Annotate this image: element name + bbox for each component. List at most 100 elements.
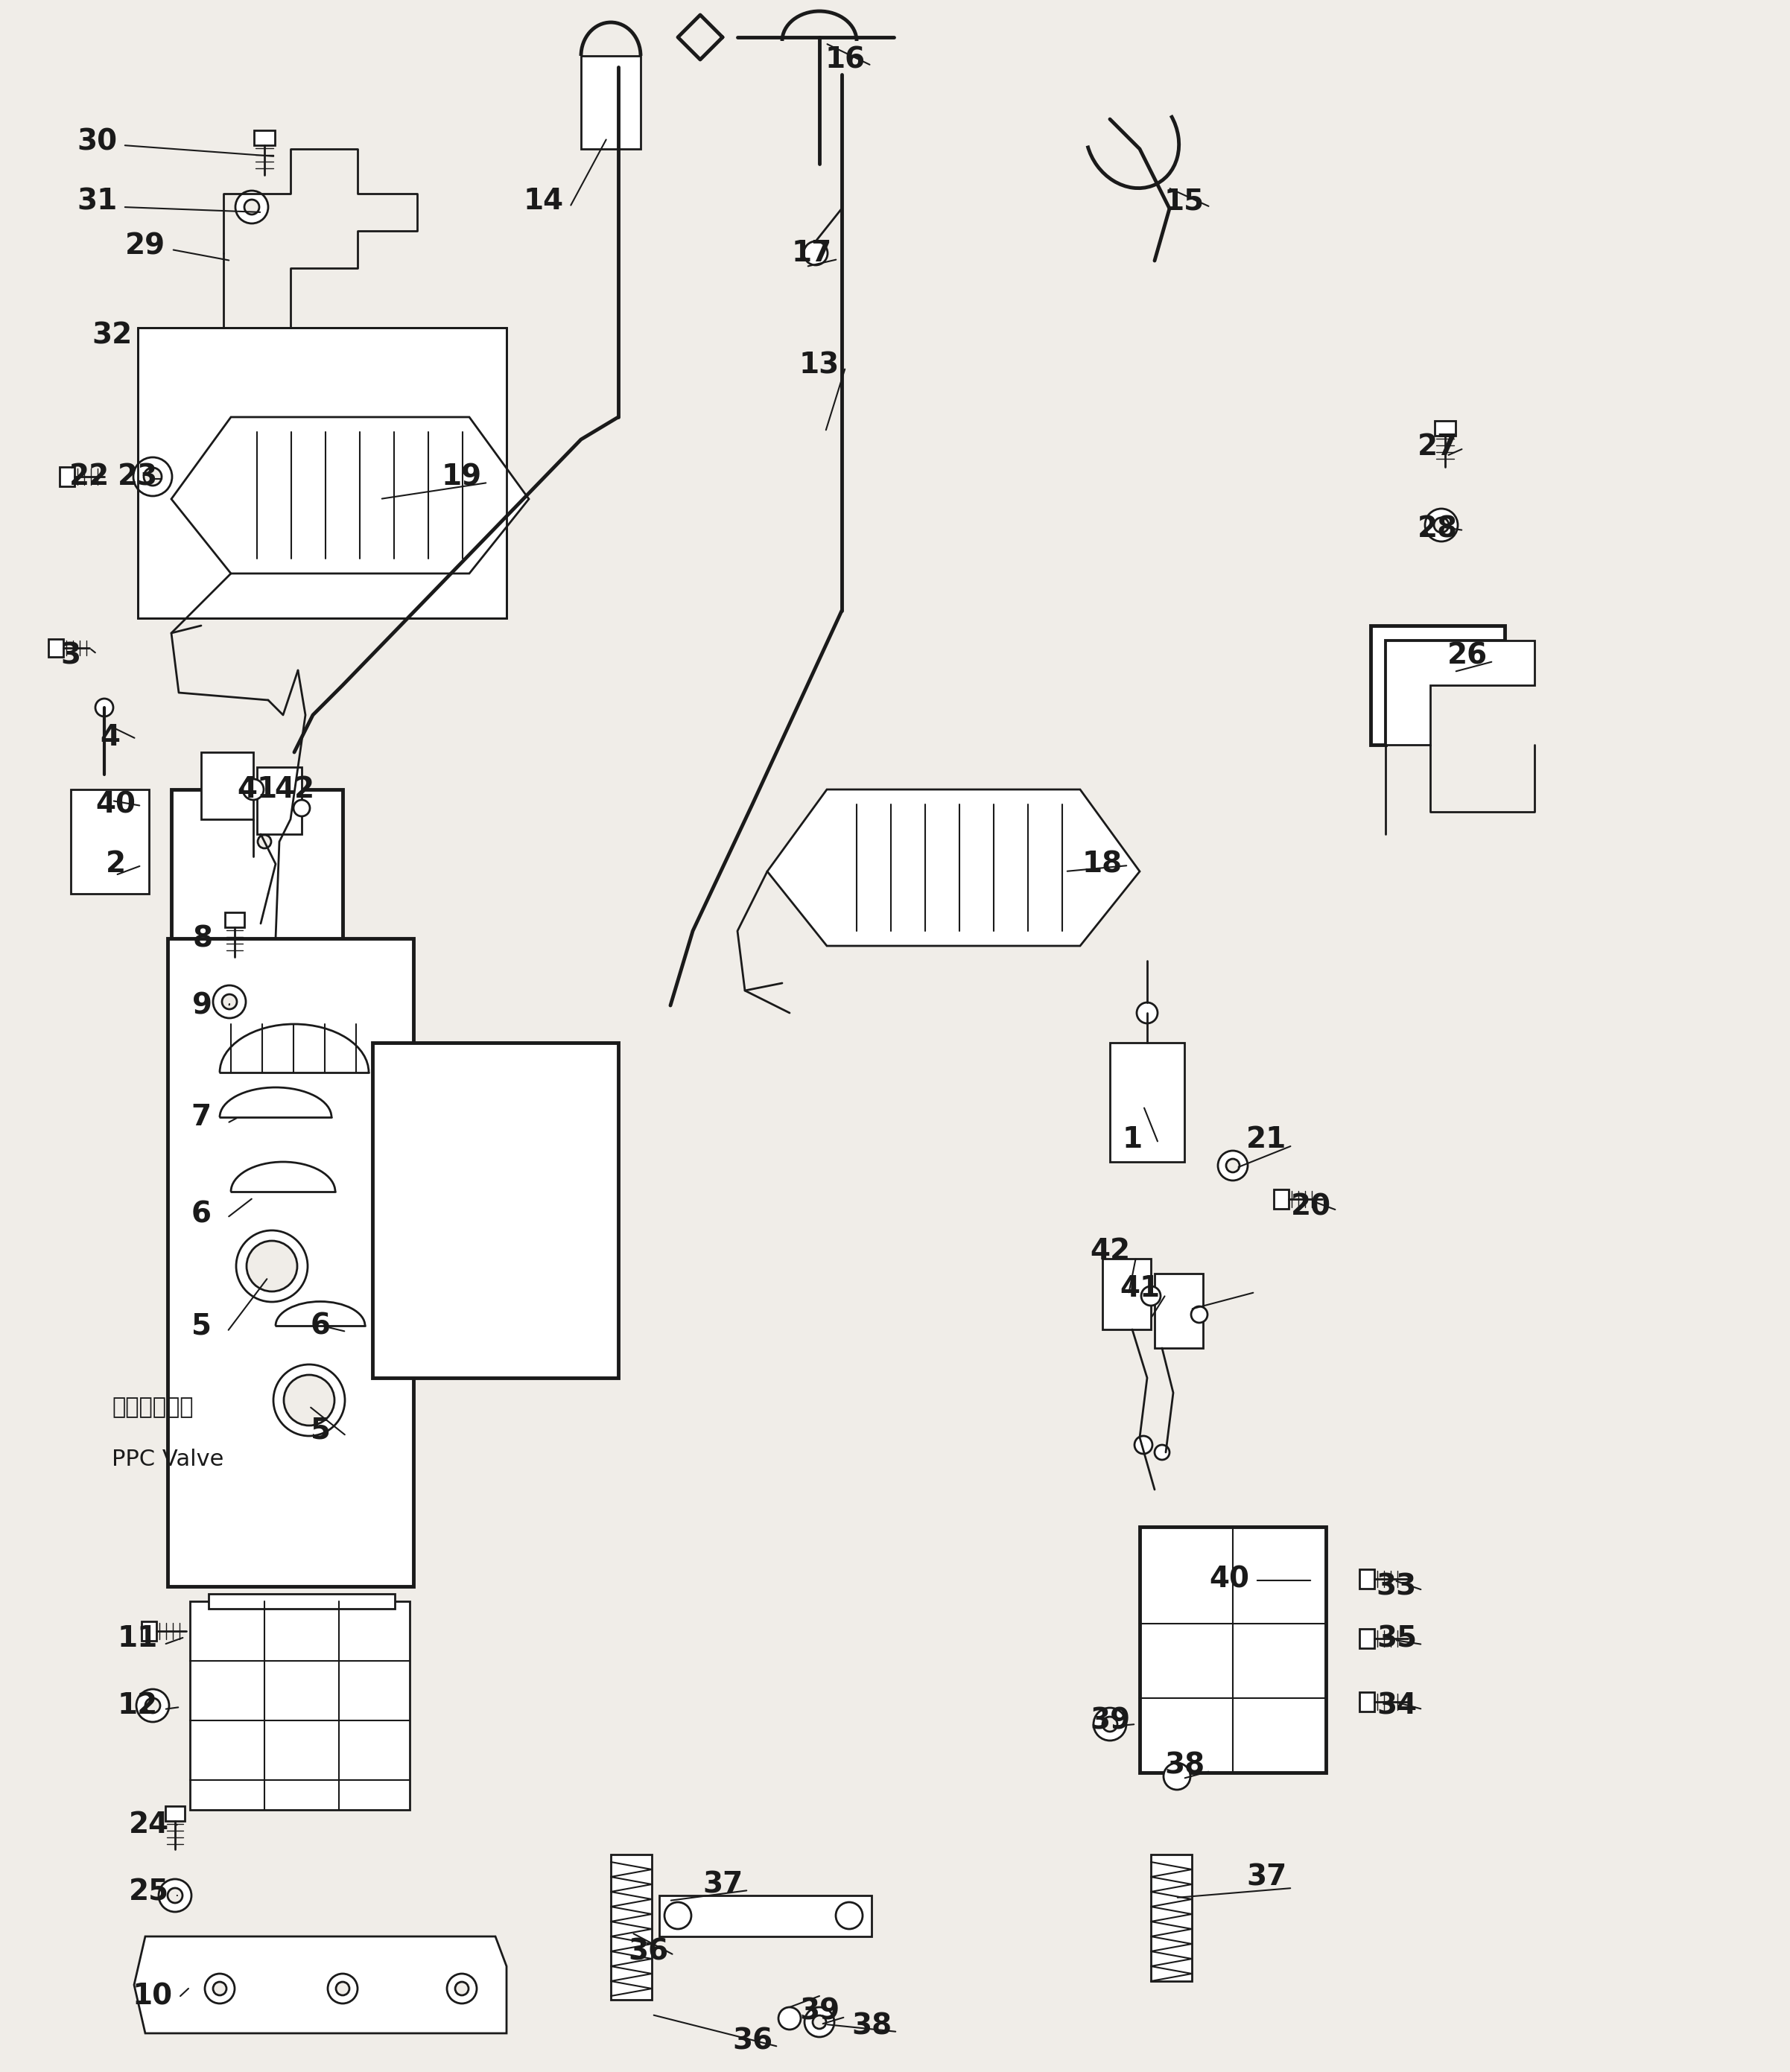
Polygon shape (1359, 1629, 1375, 1647)
Text: 18: 18 (1083, 850, 1122, 879)
Text: 4: 4 (100, 723, 120, 752)
Text: 40: 40 (1208, 1564, 1249, 1593)
Polygon shape (72, 789, 149, 893)
Circle shape (448, 1975, 476, 2004)
Circle shape (455, 1983, 469, 1995)
Circle shape (664, 1902, 691, 1929)
Text: 13: 13 (798, 350, 840, 379)
Text: 6: 6 (310, 1312, 331, 1341)
Text: 41: 41 (1119, 1274, 1160, 1303)
Text: 19: 19 (442, 462, 482, 491)
Circle shape (294, 800, 310, 816)
Text: 36: 36 (732, 2026, 773, 2055)
Circle shape (1142, 1287, 1160, 1305)
Polygon shape (258, 767, 303, 835)
Circle shape (136, 1689, 168, 1722)
Polygon shape (200, 752, 252, 818)
Text: 11: 11 (118, 1624, 158, 1653)
Circle shape (1137, 1003, 1158, 1024)
Polygon shape (1434, 421, 1455, 435)
Bar (168, 939, 413, 1587)
Polygon shape (141, 1622, 156, 1641)
Text: 5: 5 (310, 1415, 331, 1444)
Text: 36: 36 (628, 1937, 668, 1966)
Text: 39: 39 (1090, 1707, 1129, 1734)
Text: 37: 37 (1246, 1863, 1287, 1892)
Circle shape (243, 199, 260, 215)
Circle shape (274, 1365, 345, 1436)
Polygon shape (610, 1854, 652, 1999)
Circle shape (222, 995, 236, 1009)
Text: 38: 38 (1164, 1751, 1205, 1780)
Circle shape (1135, 1436, 1153, 1455)
Text: 2: 2 (106, 850, 125, 879)
Text: 20: 20 (1291, 1191, 1332, 1220)
Text: 32: 32 (91, 321, 132, 350)
Circle shape (243, 779, 263, 800)
Polygon shape (172, 416, 528, 574)
Polygon shape (1155, 1274, 1203, 1349)
Text: 21: 21 (1246, 1125, 1287, 1154)
Text: 41: 41 (236, 775, 277, 804)
Text: 10: 10 (132, 1983, 174, 2010)
Text: PPC Valve: PPC Valve (111, 1448, 224, 1471)
Text: 26: 26 (1448, 640, 1487, 669)
Text: 5: 5 (192, 1312, 211, 1341)
Polygon shape (1359, 1693, 1375, 1711)
Circle shape (1155, 1444, 1169, 1461)
Polygon shape (209, 1593, 396, 1608)
Text: 40: 40 (95, 789, 136, 818)
Text: 39: 39 (798, 1997, 840, 2024)
Polygon shape (59, 466, 75, 487)
Circle shape (1434, 518, 1448, 533)
Circle shape (1226, 1158, 1239, 1173)
Text: 16: 16 (825, 46, 866, 75)
Polygon shape (48, 638, 63, 657)
Circle shape (1190, 1305, 1208, 1322)
Circle shape (779, 2008, 800, 2031)
Polygon shape (1385, 640, 1534, 744)
Text: 29: 29 (125, 232, 165, 259)
Polygon shape (190, 1602, 410, 1809)
Text: 38: 38 (852, 2012, 891, 2041)
Polygon shape (1359, 1569, 1375, 1589)
Text: 23: 23 (118, 462, 158, 491)
Polygon shape (1274, 1189, 1289, 1208)
Circle shape (168, 1888, 183, 1902)
Circle shape (306, 466, 313, 472)
Polygon shape (582, 56, 641, 149)
Polygon shape (1103, 1258, 1151, 1330)
Polygon shape (134, 1937, 507, 2033)
Circle shape (804, 2008, 834, 2037)
Circle shape (1164, 1763, 1190, 1790)
Circle shape (95, 698, 113, 717)
Polygon shape (1371, 626, 1505, 744)
Text: 25: 25 (129, 1877, 168, 1906)
Text: 15: 15 (1164, 186, 1205, 215)
Circle shape (1217, 1150, 1248, 1181)
Circle shape (337, 1983, 349, 1995)
Polygon shape (165, 1807, 184, 1821)
Text: 28: 28 (1418, 514, 1457, 543)
Circle shape (804, 240, 827, 265)
Circle shape (247, 1241, 297, 1291)
Text: 24: 24 (129, 1811, 168, 1838)
Circle shape (143, 468, 161, 485)
Text: 7: 7 (192, 1102, 211, 1131)
Polygon shape (1110, 1042, 1185, 1162)
Text: ＰＰＣバルブ: ＰＰＣバルブ (111, 1397, 193, 1419)
Circle shape (132, 458, 172, 495)
Circle shape (213, 986, 245, 1017)
Text: 27: 27 (1418, 433, 1457, 462)
Polygon shape (226, 912, 243, 928)
Polygon shape (1151, 1854, 1192, 1981)
Text: 33: 33 (1377, 1573, 1418, 1600)
Circle shape (1425, 510, 1457, 541)
Polygon shape (138, 327, 507, 617)
Polygon shape (254, 131, 276, 145)
Text: 42: 42 (1090, 1237, 1129, 1266)
Text: 34: 34 (1377, 1691, 1418, 1720)
Text: 37: 37 (702, 1871, 743, 1898)
Circle shape (159, 1879, 192, 1912)
Text: 1: 1 (1122, 1125, 1142, 1154)
